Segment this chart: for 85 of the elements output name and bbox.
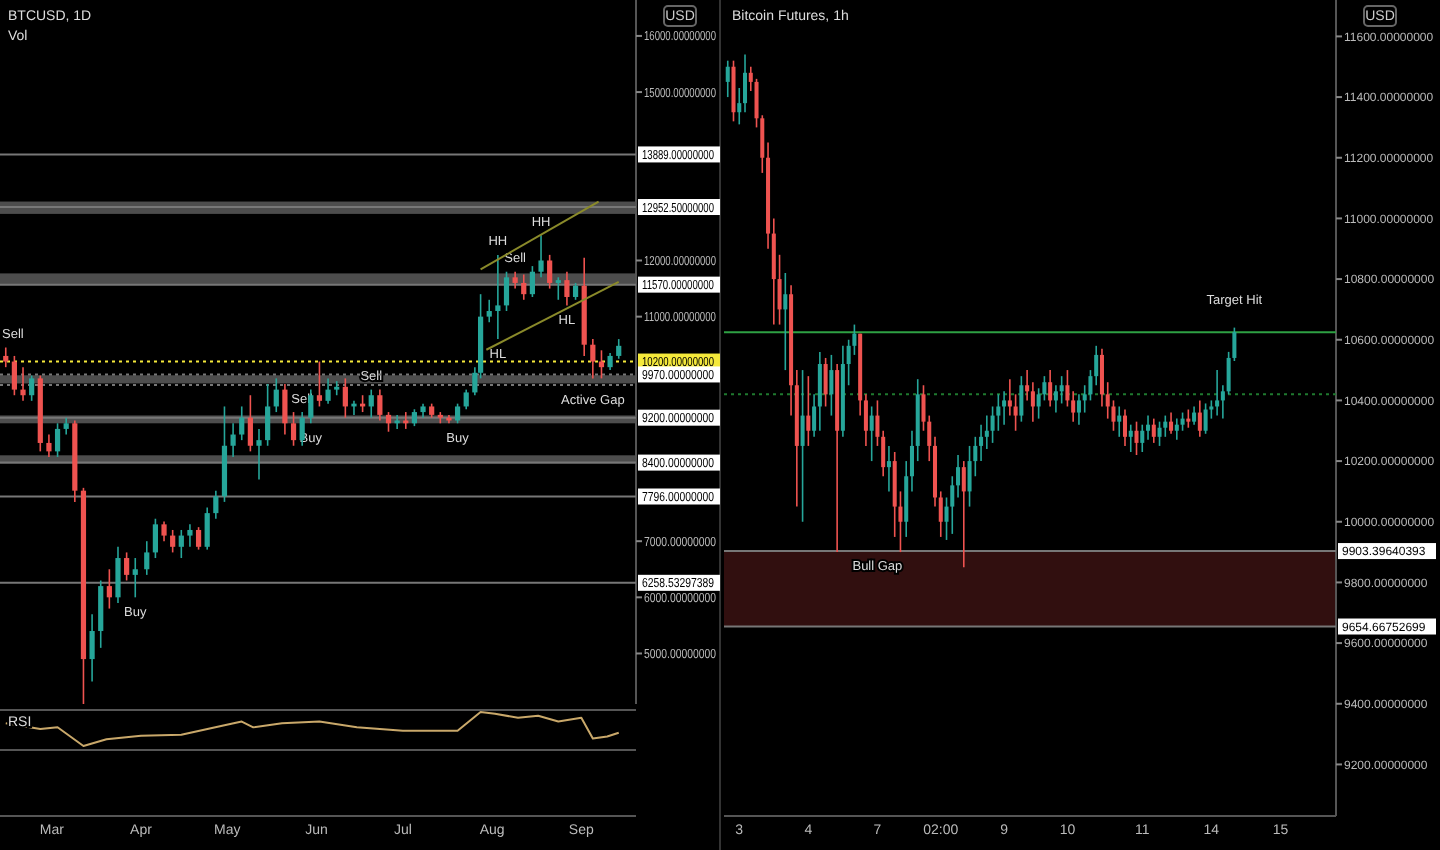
candlestick	[124, 551, 130, 582]
candlestick	[265, 383, 271, 447]
candlestick	[195, 526, 202, 551]
candlestick	[1140, 423, 1145, 453]
candlestick	[1180, 411, 1185, 432]
candlestick	[106, 568, 112, 610]
candlestick	[1186, 408, 1191, 429]
candlestick	[538, 234, 544, 279]
candlestick	[1215, 369, 1220, 417]
candlestick	[54, 422, 61, 458]
candlestick	[98, 579, 104, 649]
candlestick	[806, 375, 811, 447]
candlestick	[377, 388, 383, 422]
candlestick	[967, 445, 972, 508]
candlestick	[869, 405, 874, 462]
candlestick	[316, 360, 323, 408]
candlestick	[1128, 423, 1133, 453]
candlestick	[256, 428, 262, 481]
candlestick	[187, 523, 193, 548]
candlestick	[1053, 384, 1058, 414]
candlestick	[46, 433, 52, 458]
candlestick	[503, 270, 510, 312]
candlestick	[590, 338, 596, 380]
candlestick	[178, 529, 184, 559]
candlestick	[1169, 411, 1174, 435]
candlestick	[385, 411, 392, 433]
candlestick	[204, 506, 210, 551]
candlestick	[89, 613, 95, 683]
candlestick	[521, 273, 527, 301]
candlestick	[144, 540, 150, 576]
candlestick	[454, 402, 461, 425]
candlestick	[1059, 375, 1064, 405]
candlestick	[368, 388, 374, 419]
candlestick	[161, 520, 167, 542]
candlestick	[1197, 399, 1202, 438]
candlestick	[1122, 408, 1128, 447]
candlestick	[486, 298, 492, 324]
candlestick	[829, 354, 834, 417]
candlestick	[817, 351, 822, 432]
candlestick	[152, 517, 158, 559]
candlestick	[273, 377, 279, 413]
candlestick	[495, 254, 501, 340]
candlestick	[325, 377, 331, 405]
candlestick	[1203, 402, 1208, 435]
candlestick	[547, 254, 553, 290]
candlestick	[961, 460, 966, 569]
candlestick	[247, 394, 253, 453]
candlestick	[1163, 414, 1168, 438]
candlestick	[20, 366, 26, 402]
candlestick	[403, 411, 409, 430]
candlestick	[29, 374, 35, 402]
candlestick	[394, 414, 400, 430]
candlestick	[282, 383, 288, 436]
candlestick	[170, 529, 176, 554]
candlestick	[132, 557, 138, 599]
candlestick	[11, 355, 17, 397]
candlestick	[1157, 420, 1162, 447]
candlestick	[1002, 390, 1007, 426]
candlestick	[290, 411, 297, 447]
candlestick	[731, 59, 736, 123]
candlestick	[725, 59, 730, 98]
candlestick	[1076, 393, 1081, 426]
candlestick	[1134, 420, 1139, 456]
candlestick	[823, 357, 828, 408]
candlestick	[3, 346, 9, 368]
candlestick	[1192, 405, 1197, 426]
candlestick	[115, 546, 121, 604]
candlestick	[1019, 375, 1024, 423]
candlestick	[1151, 417, 1156, 444]
candlestick	[1117, 405, 1122, 438]
candlestick	[783, 272, 788, 371]
candlestick	[230, 422, 236, 458]
candlestick	[342, 377, 348, 419]
candlestick	[800, 369, 805, 523]
candlestick	[529, 265, 535, 298]
candlestick	[213, 489, 219, 520]
candlestick	[886, 445, 891, 493]
candlestick	[1048, 369, 1053, 408]
candlestick	[1174, 417, 1179, 441]
candlestick	[334, 380, 340, 397]
candlestick	[463, 388, 469, 411]
candlestick	[239, 405, 245, 441]
candlestick	[555, 276, 561, 301]
candlestick	[564, 270, 570, 307]
candlestick	[616, 338, 622, 360]
